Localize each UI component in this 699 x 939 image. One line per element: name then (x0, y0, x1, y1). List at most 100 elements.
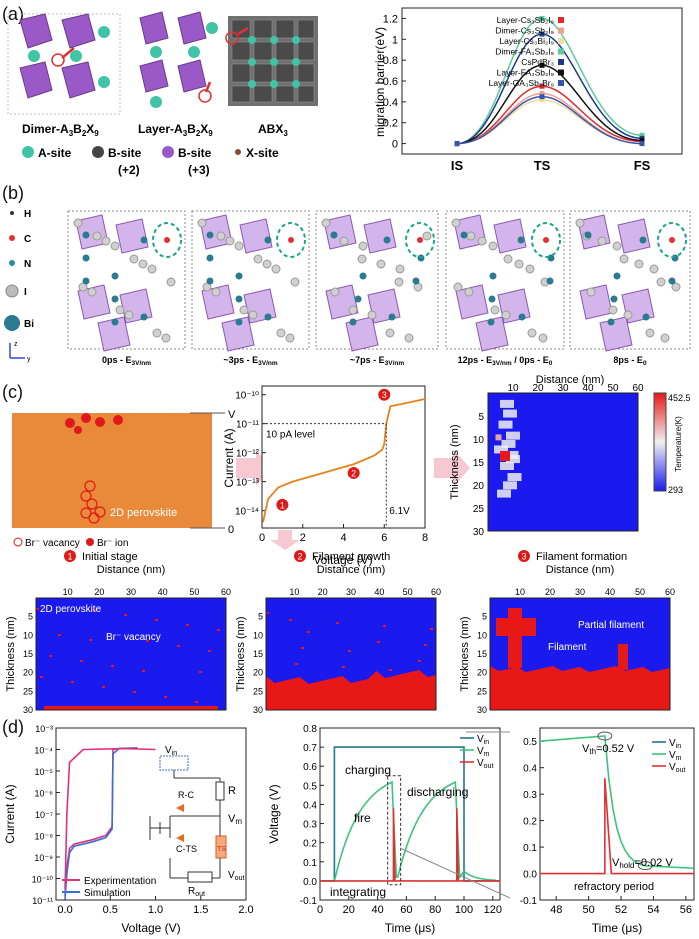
d-time-vm (333, 780, 496, 882)
abx3-structure (225, 16, 318, 106)
svg-text:z: z (14, 341, 18, 348)
snapshot-label: 0ps - E3V/nm (102, 355, 151, 367)
tmap-xtick: 30 (557, 383, 569, 394)
d-iv-xtick: 1.0 (148, 904, 163, 916)
d-zoom-ytick: 0.4 (523, 764, 537, 775)
svg-text:1: 1 (280, 500, 285, 510)
chart-a-xtick-label: FS (634, 158, 651, 173)
tmap-xtick: 50 (607, 383, 619, 394)
layer-title: Layer-A3B2X9 (138, 122, 213, 138)
d-time-ytick: 0.1 (303, 858, 317, 869)
svg-text:452.5: 452.5 (668, 393, 691, 403)
label-charging: charging (345, 763, 391, 777)
snapshot-2: ~7ps - E3V/nm (315, 210, 439, 367)
d-time-ytick: 0.4 (303, 800, 317, 811)
svg-text:293: 293 (668, 485, 683, 495)
svg-text:(+3): (+3) (188, 163, 210, 177)
c-iv-marker (378, 388, 391, 401)
c-iv-ylabel: Current (A) (222, 428, 236, 487)
stage-note: 2D perovskite (40, 604, 102, 615)
d-zoom-legend-label: Vm (669, 750, 682, 762)
chart-a-point (454, 141, 460, 147)
d-time-ytick: 0.2 (303, 839, 317, 850)
d-time-ytick: 0.5 (303, 781, 317, 792)
svg-text:I: I (24, 287, 27, 298)
chart-a-ylabel: migration barrier(eV) (373, 27, 387, 137)
d-time-ytick: 0.3 (303, 820, 317, 831)
d-iv-xlabel: Voltage (V) (121, 921, 180, 935)
tmap-ytick: 25 (473, 504, 485, 515)
stage-ytick: 5 (482, 612, 487, 622)
panel-label-c: (c) (2, 382, 23, 402)
circuit-rc: R-C (178, 790, 194, 800)
panel-d-graphic: Current (A) Voltage (V) 0.0 0.5 1.0 1.5 2.0 1… (3, 724, 695, 935)
c-iv-xtick: 4 (340, 532, 346, 544)
chart-a-point (639, 137, 645, 143)
d-iv-curve (64, 746, 138, 898)
stage-xtick: 40 (158, 587, 168, 597)
panel-c-graphic: V 0 2D perovskite Br⁻ vacancy Br⁻ ion Cu… (5, 374, 691, 715)
label-fire: fire (354, 811, 371, 825)
stage-xtick: 10 (63, 587, 73, 597)
arrow-down (270, 530, 300, 550)
svg-text:Br⁻ ion: Br⁻ ion (97, 538, 128, 549)
c-iv-curve-line (262, 398, 426, 523)
d-iv-ytick: 10⁻⁴ (34, 746, 53, 756)
dimer-structure (7, 13, 121, 115)
d-time-ytick: 0.0 (303, 877, 317, 888)
stage-note: Br⁻ vacancy (106, 632, 161, 643)
tmap-ytick: 20 (473, 481, 485, 492)
d-iv-xtick: 2.0 (238, 904, 253, 916)
stage-xtick: 30 (126, 587, 136, 597)
chart-a-xtick-label: IS (451, 158, 464, 173)
stage-xtick: 50 (189, 587, 199, 597)
svg-text:2: 2 (351, 468, 356, 478)
md-snapshots: 0ps - E3V/nm ~3ps - E3V/nm ~7ps - E3V/nm 12… (67, 210, 691, 367)
arrow-right-2 (434, 450, 470, 486)
label-vhold: Vhold=0.02 V (612, 857, 673, 870)
snapshot-label: 8ps - E0 (613, 355, 647, 367)
chart-a-legend-label: Dimer-FA₃Sb₂I₉ (495, 47, 554, 57)
d-iv-xtick: 1.5 (193, 904, 208, 916)
tmap-ylabel: Thickness (nm) (449, 424, 461, 499)
chart-a-legend-swatch (558, 17, 564, 23)
d-iv-chart: Current (A) Voltage (V) 0.0 0.5 1.0 1.5 2.0 1… (3, 724, 254, 935)
d-iv-ylabel: Current (A) (3, 784, 17, 843)
site-legend: A-site B-site (+2) B-site (+3) X-site (22, 146, 279, 177)
stage-xlabel: Distance (nm) (546, 564, 614, 576)
d-zoom-ytick: 0.0 (523, 870, 537, 881)
d-time-ylabel: Voltage (V) (267, 784, 281, 843)
c-iv-ytick: 10⁻¹⁰ (235, 391, 259, 402)
svg-text:V: V (228, 409, 236, 421)
d-time-xtick: 0 (317, 904, 323, 916)
d-time-ytick: -0.1 (300, 896, 318, 907)
d-time-legend-label: Vm (477, 746, 490, 758)
temperature-colorbar (653, 392, 667, 492)
chart-a-legend-label: Layer-FA₃Sb₂I₉ (497, 68, 554, 78)
chart-a-legend-swatch (558, 48, 564, 55)
stage-ylabel: Thickness (nm) (5, 616, 17, 691)
panel-d: (d) Current (A) Voltage (V) 0.0 0.5 1.0 1.5… (0, 717, 699, 939)
circuit-vout: Vout (228, 870, 244, 882)
lif-circuit (149, 755, 227, 883)
panel-label-d: (d) (2, 717, 24, 737)
d-iv-curve (64, 747, 138, 890)
chart-a-point (539, 91, 545, 97)
label-vth: Vth=0.52 V (582, 743, 635, 756)
stage-xtick: 10 (289, 587, 299, 597)
chart-a-ytick-label: 1 (392, 34, 398, 46)
c-iv-ytick: 10⁻¹² (236, 449, 260, 460)
tmap-xtick: 20 (532, 383, 544, 394)
stage-ytick: 30 (477, 705, 487, 715)
d-time-xtick: 20 (343, 904, 355, 916)
zoom-connector-bottom (399, 847, 511, 899)
d-zoom-xlabel: Time (μs) (592, 921, 642, 935)
element-legend: H C N I Bi z y (4, 209, 34, 363)
svg-text:Temperature(K): Temperature(K) (674, 416, 683, 472)
chart-a-legend-swatch (558, 69, 564, 76)
d-timing-chart: Voltage (V) Time (μs) 0 20 40 60 80 100 120 -0.… (267, 724, 511, 935)
d-zoom-ytick: 0.3 (523, 790, 537, 801)
temperature-map: Distance (nm) Thickness (nm) 10 20 30 40 50 6… (449, 374, 691, 538)
c-iv-xtick: 2 (300, 532, 306, 544)
stage-title: Initial stage (82, 551, 138, 563)
